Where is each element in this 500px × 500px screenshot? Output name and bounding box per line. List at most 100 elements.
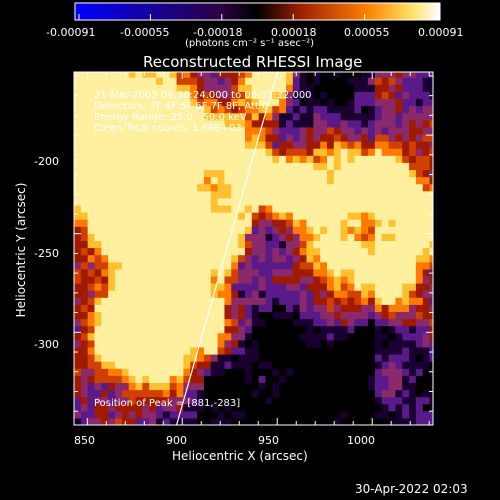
heatmap-cell: [197, 148, 205, 156]
heatmap-cell: [156, 126, 164, 135]
heatmap-cell: [121, 126, 130, 135]
heatmap-cell: [149, 261, 157, 270]
heatmap-cell: [244, 240, 253, 249]
heatmap-cell: [409, 410, 417, 419]
heatmap-cell: [340, 133, 349, 142]
heatmap-cell: [238, 77, 246, 85]
heatmap-cell: [238, 169, 246, 178]
heatmap-cell: [87, 403, 96, 412]
heatmap-cell: [422, 204, 431, 213]
heatmap-cell: [272, 119, 280, 128]
heatmap-cell: [231, 84, 239, 92]
heatmap-cell: [409, 176, 417, 185]
heatmap-cell: [128, 290, 137, 298]
heatmap-cell: [190, 368, 198, 376]
heatmap-cell: [183, 240, 191, 249]
heatmap-cell: [327, 190, 335, 199]
heatmap-cell: [162, 417, 171, 425]
heatmap-cell: [333, 98, 342, 107]
heatmap-cell: [285, 368, 294, 376]
heatmap-cell: [203, 304, 212, 313]
heatmap-cell: [244, 396, 253, 405]
heatmap-cell: [320, 368, 328, 376]
heatmap-cell: [162, 126, 171, 135]
heatmap-cell: [381, 346, 390, 355]
heatmap-cell: [128, 212, 137, 220]
heatmap-cell: [244, 261, 253, 270]
heatmap-cell: [156, 98, 164, 107]
heatmap-cell: [395, 403, 403, 412]
heatmap-cell: [224, 72, 232, 78]
heatmap-cell: [272, 169, 280, 178]
heatmap-cell: [409, 197, 417, 206]
heatmap-cell: [285, 219, 294, 227]
heatmap-cell: [354, 261, 362, 270]
heatmap-cell: [108, 119, 116, 128]
heatmap-cell: [285, 268, 294, 277]
heatmap-cell: [381, 233, 390, 242]
heatmap-cell: [238, 325, 246, 334]
heatmap-cell: [135, 325, 143, 334]
heatmap-cell: [354, 268, 362, 277]
heatmap-cell: [429, 304, 433, 313]
heatmap-cell: [244, 332, 253, 341]
heatmap-cell: [340, 396, 349, 405]
heatmap-cell: [128, 389, 137, 398]
heatmap-cell: [94, 318, 102, 327]
heatmap-cell: [333, 332, 342, 341]
heatmap-cell: [333, 226, 342, 234]
heatmap-cell: [128, 382, 137, 391]
heatmap-cell: [115, 254, 123, 263]
heatmap-cell: [388, 212, 396, 220]
heatmap-cell: [80, 346, 89, 355]
heatmap-cell: [231, 247, 239, 256]
heatmap-cell: [422, 133, 431, 142]
heatmap-cell: [121, 297, 130, 305]
heatmap-cell: [203, 162, 212, 171]
heatmap-cell: [361, 403, 369, 412]
heatmap-cell: [258, 133, 267, 142]
heatmap-cell: [333, 190, 342, 199]
heatmap-cell: [368, 197, 376, 206]
heatmap-cell: [80, 84, 89, 92]
heatmap-cell: [272, 325, 280, 334]
heatmap-cell: [115, 204, 123, 213]
heatmap-cell: [80, 318, 89, 327]
heatmap-cell: [251, 204, 260, 213]
heatmap-cell: [217, 155, 226, 163]
heatmap-cell: [265, 212, 273, 220]
heatmap-cell: [409, 141, 417, 149]
heatmap-cell: [313, 84, 321, 92]
heatmap-cell: [94, 240, 102, 249]
heatmap-cell: [422, 219, 431, 227]
heatmap-cell: [299, 84, 308, 92]
heatmap-cell: [279, 212, 287, 220]
heatmap-cell: [299, 126, 308, 135]
heatmap-cell: [121, 133, 130, 142]
heatmap-cell: [306, 346, 314, 355]
heatmap-cell: [135, 162, 143, 171]
heatmap-cell: [429, 219, 433, 227]
heatmap-cell: [176, 354, 185, 362]
heatmap-cell: [87, 396, 96, 405]
heatmap-cell: [374, 354, 383, 362]
heatmap-cell: [340, 403, 349, 412]
heatmap-cell: [94, 268, 102, 277]
heatmap-cell: [409, 332, 417, 341]
heatmap-cell: [374, 169, 383, 178]
heatmap-cell: [210, 297, 219, 305]
heatmap-cell: [108, 247, 116, 256]
heatmap-cell: [142, 233, 150, 242]
heatmap-cell: [340, 126, 349, 135]
heatmap-cell: [265, 410, 273, 419]
heatmap-cell: [156, 219, 164, 227]
heatmap-cell: [422, 410, 431, 419]
heatmap-cell: [265, 219, 273, 227]
heatmap-cell: [142, 176, 150, 185]
heatmap-cell: [354, 219, 362, 227]
heatmap-cell: [203, 346, 212, 355]
heatmap-cell: [272, 240, 280, 249]
heatmap-cell: [306, 204, 314, 213]
heatmap-cell: [203, 105, 212, 114]
heatmap-cell: [210, 247, 219, 256]
